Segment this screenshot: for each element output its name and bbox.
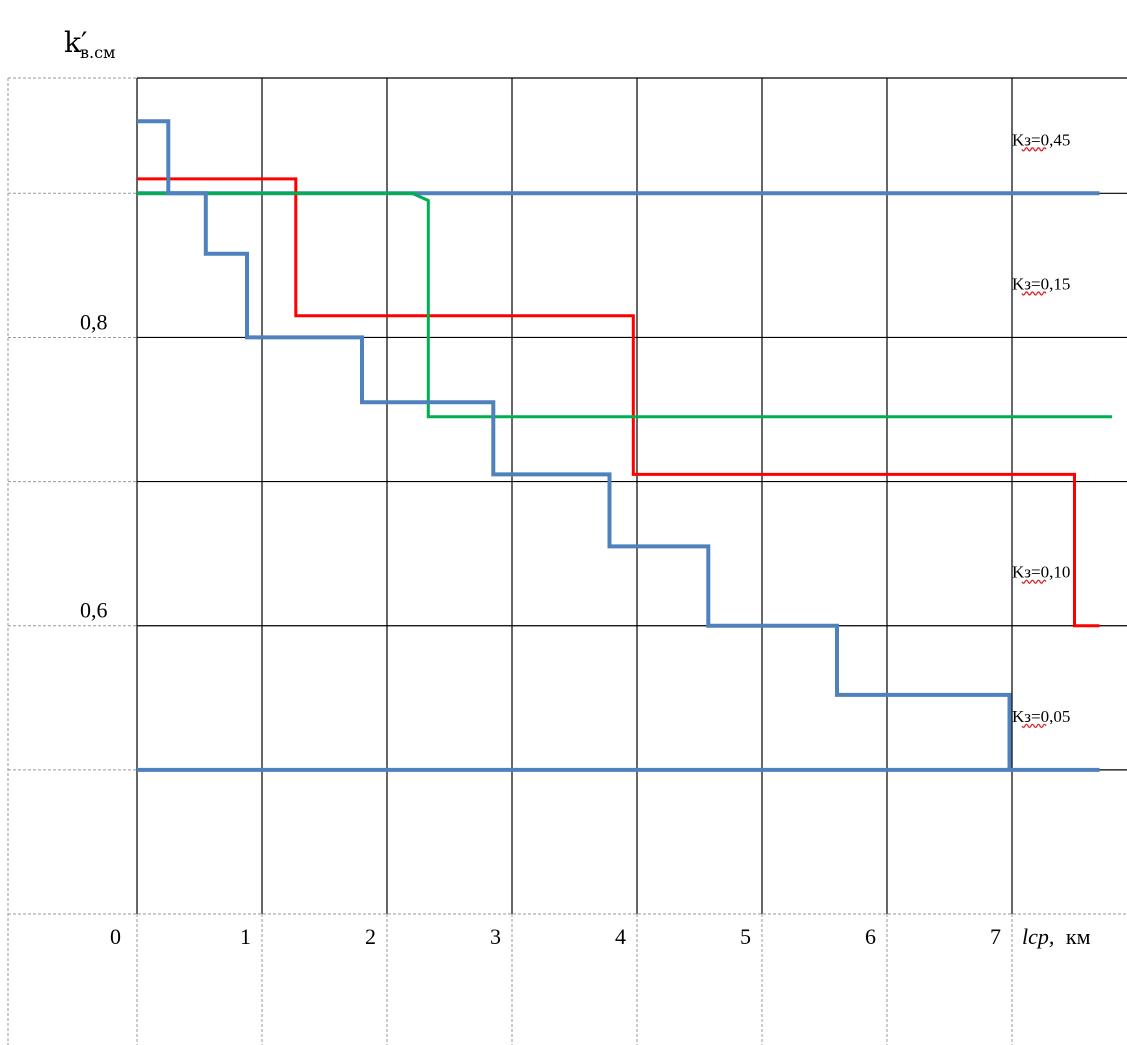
grid <box>7 77 1127 1045</box>
y-axis-title-main: k′ <box>64 26 87 59</box>
series-line-1 <box>137 177 1100 628</box>
curve-label: Kз=0,45 <box>1012 130 1070 149</box>
x-axis-title: lср, км <box>1022 924 1091 949</box>
y-tick-label: 0,8 <box>80 309 108 334</box>
curve-label-underline <box>1021 723 1047 728</box>
curve-label: Kз=0,05 <box>1012 707 1070 726</box>
curve-label: Kз=0,10 <box>1012 563 1070 582</box>
y-tick-label: 0,6 <box>80 598 108 623</box>
curve-label-underline <box>1021 579 1047 584</box>
tick-layer: 0 1 2 3 4 5 6 7 0,8 0,6 <box>80 309 1001 949</box>
x-tick-label: 0 <box>110 924 121 949</box>
curve-label-underline <box>1021 291 1047 296</box>
x-tick-label: 4 <box>615 924 626 949</box>
x-axis-unit: км <box>1066 924 1091 949</box>
label-layer: Kз=0,45 Kз=0,15 Kз=0,10 Kз=0,05 <box>1012 130 1070 728</box>
x-tick-label: 1 <box>240 924 251 949</box>
x-tick-label: 6 <box>865 924 876 949</box>
y-axis-title-subscript: в.см <box>80 43 116 62</box>
x-axis-variable: lср, <box>1022 924 1054 949</box>
x-tick-label: 2 <box>365 924 376 949</box>
series-layer <box>137 119 1112 772</box>
y-axis-title: k′ в.см <box>64 26 116 62</box>
curve-label-underline <box>1021 147 1047 152</box>
x-tick-label: 5 <box>740 924 751 949</box>
x-tick-label: 3 <box>490 924 501 949</box>
series-line-3 <box>137 119 1012 770</box>
x-tick-label: 7 <box>990 924 1001 949</box>
curve-label: Kз=0,15 <box>1012 274 1070 293</box>
series-line-2 <box>137 191 1112 419</box>
